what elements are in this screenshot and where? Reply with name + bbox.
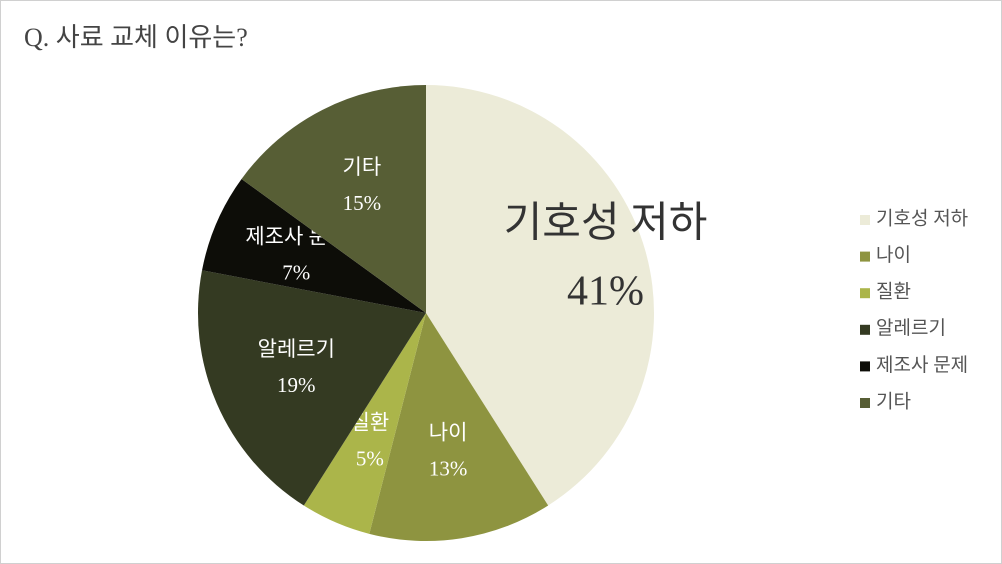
slice-category-label: 알레르기 [258, 337, 335, 361]
legend-label: 질환 [876, 281, 911, 303]
legend-swatch [860, 398, 870, 408]
legend-swatch [860, 324, 870, 335]
pie-slice [198, 270, 426, 506]
slice-value-label: 5% [356, 447, 384, 471]
slice-value-label: 19% [277, 373, 316, 397]
legend-swatch [860, 215, 870, 225]
slice-category-label: 기호성 저하 [504, 200, 708, 246]
pie-slice [369, 313, 549, 541]
legend-label: 기호성 저하 [876, 207, 968, 229]
slice-category-label: 기타 [343, 155, 382, 179]
legend-label: 나이 [876, 244, 911, 266]
chart-title: Q. 사료 교체 이유는? [24, 23, 248, 52]
slice-value-label: 7% [282, 261, 310, 285]
legend-swatch [860, 288, 870, 299]
slice-value-label: 13% [429, 456, 468, 480]
slice-value-label: 15% [343, 191, 382, 215]
legend-label: 제조사 문제 [876, 354, 968, 376]
legend-label: 기타 [876, 390, 911, 412]
legend-swatch [860, 361, 870, 372]
legend-label: 알레르기 [876, 317, 946, 339]
slice-category-label: 나이 [429, 420, 468, 444]
pie-slice [241, 85, 426, 313]
pie-slice [303, 313, 426, 534]
legend-swatch [860, 251, 870, 262]
pie-slice [426, 85, 655, 506]
pie-slice [202, 178, 426, 313]
slice-value-label: 41% [567, 268, 644, 314]
